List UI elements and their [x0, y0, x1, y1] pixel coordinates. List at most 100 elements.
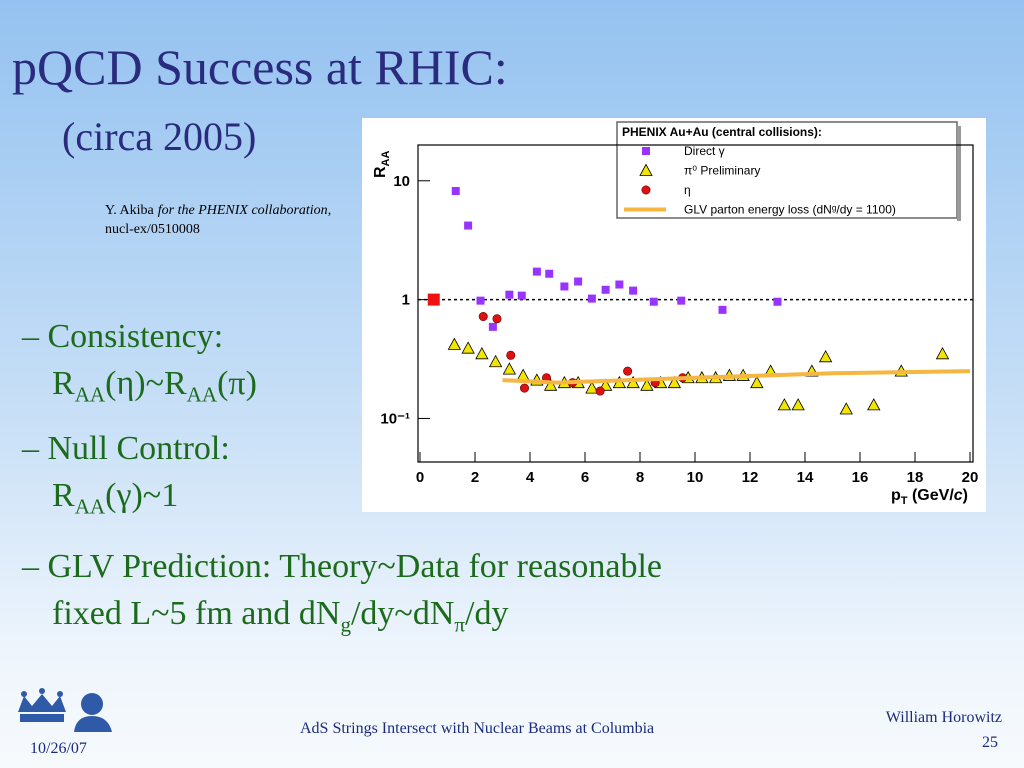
footer-center: AdS Strings Intersect with Nuclear Beams…: [300, 720, 655, 737]
x-tick-label: 18: [907, 469, 924, 486]
data-point: [574, 277, 583, 286]
label-part: R: [372, 166, 389, 178]
text-run: AA: [186, 382, 218, 407]
x-tick-label: 10: [687, 469, 704, 486]
data-point: [649, 297, 658, 306]
data-point: [492, 314, 502, 324]
text-run: /dy~dN: [350, 595, 455, 632]
text-run: (γ)~1: [105, 477, 179, 514]
x-axis-label: pT (GeV/c): [891, 487, 968, 507]
text-run: AA: [74, 494, 106, 519]
theory-curve: [502, 369, 971, 385]
data-point: [517, 291, 526, 300]
data-point: [519, 383, 529, 393]
legend-swatch: [641, 185, 651, 195]
legend-label: π⁰ Preliminary: [684, 164, 760, 178]
text-run: – Null Control:: [22, 430, 230, 467]
label-part: p: [891, 487, 901, 504]
x-tick-label: 2: [471, 469, 479, 486]
slide-subtitle: (circa 2005): [62, 114, 257, 159]
text-run: – GLV Prediction: Theory~Data for reason…: [22, 548, 662, 585]
text-run: AA: [74, 382, 106, 407]
data-point: [502, 362, 517, 375]
legend-box: [616, 121, 958, 219]
label-part: c: [954, 487, 963, 504]
data-point: [585, 381, 599, 394]
text-run: /dy: [465, 595, 509, 632]
data-point: [935, 346, 950, 360]
label-part: (GeV/: [908, 487, 955, 504]
data-point: [464, 221, 473, 230]
data-point: [777, 398, 792, 411]
data-point: [677, 296, 686, 305]
data-point: [601, 285, 610, 294]
data-point: [560, 282, 569, 291]
label-part: AA: [380, 150, 392, 166]
text-run: nucl-ex/0510008: [105, 222, 200, 237]
bullet-line: – GLV Prediction: Theory~Data for reason…: [22, 548, 662, 586]
x-tick-label: 16: [852, 469, 869, 486]
bullet-line: fixed L~5 fm and dNg/dy~dNπ/dy: [52, 595, 509, 637]
data-point: [478, 312, 488, 322]
y-axis-label: RAA: [372, 150, 392, 178]
data-point: [532, 267, 541, 276]
legend-label: GLV parton energy loss (dNᵍ/dy = 1100): [684, 203, 896, 217]
label-part: T: [901, 495, 908, 507]
citation-line: nucl-ex/0510008: [105, 222, 200, 238]
data-point: [839, 402, 853, 415]
y-tick-label: 10: [393, 173, 410, 190]
data-point: [791, 398, 805, 411]
citation-line: Y. Akiba for the PHENIX collaboration,: [105, 203, 331, 219]
data-point: [488, 354, 503, 368]
data-point: [447, 337, 462, 350]
x-tick-label: 0: [416, 469, 424, 486]
legend-label: Direct γ: [684, 144, 725, 158]
logo-crown: [18, 688, 66, 722]
legend-title: PHENIX Au+Au (central collisions):: [622, 125, 822, 139]
data-point: [626, 375, 640, 389]
data-point: [476, 296, 485, 305]
data-point: [461, 341, 475, 354]
slide-title: pQCD Success at RHIC:: [12, 39, 508, 95]
data-point: [451, 187, 460, 196]
global-uncertainty-box: [427, 293, 440, 306]
x-tick-label: 6: [581, 469, 589, 486]
text-run: (η)~R: [105, 365, 187, 402]
text-run: – Consistency:: [22, 318, 224, 355]
data-point: [545, 269, 554, 278]
legend-swatch: [642, 147, 650, 155]
text-run: ,: [327, 203, 332, 218]
data-point: [667, 375, 682, 389]
data-point: [543, 378, 558, 391]
legend-swatch: [639, 163, 653, 176]
x-tick-label: 8: [636, 469, 644, 486]
data-point: [506, 350, 516, 360]
text-run: g: [340, 612, 351, 637]
text-run: (π): [217, 365, 257, 402]
bullet-line: RAA(γ)~1: [52, 477, 178, 519]
data-point: [773, 297, 782, 306]
data-point: [595, 386, 605, 396]
data-point: [623, 366, 633, 376]
data-point: [867, 398, 881, 411]
text-run: R: [52, 365, 75, 402]
text-run: fixed L~5 fm and dN: [52, 595, 341, 632]
data-point: [629, 286, 638, 295]
label-part: ): [963, 487, 968, 504]
data-point: [505, 290, 514, 299]
footer-date: 10/26/07: [30, 740, 87, 757]
data-point: [750, 375, 764, 389]
text-run: for the PHENIX collaboration: [157, 203, 328, 218]
text-run: R: [52, 477, 75, 514]
bullet-line: RAA(η)~RAA(π): [52, 365, 257, 407]
x-tick-label: 20: [962, 469, 979, 486]
x-tick-label: 14: [797, 469, 814, 486]
logo-figure: [74, 693, 112, 732]
x-tick-label: 4: [526, 469, 535, 486]
text-run: Y. Akiba: [105, 203, 154, 218]
footer-page: 25: [982, 734, 998, 751]
data-point: [615, 280, 624, 289]
data-point: [475, 346, 489, 360]
